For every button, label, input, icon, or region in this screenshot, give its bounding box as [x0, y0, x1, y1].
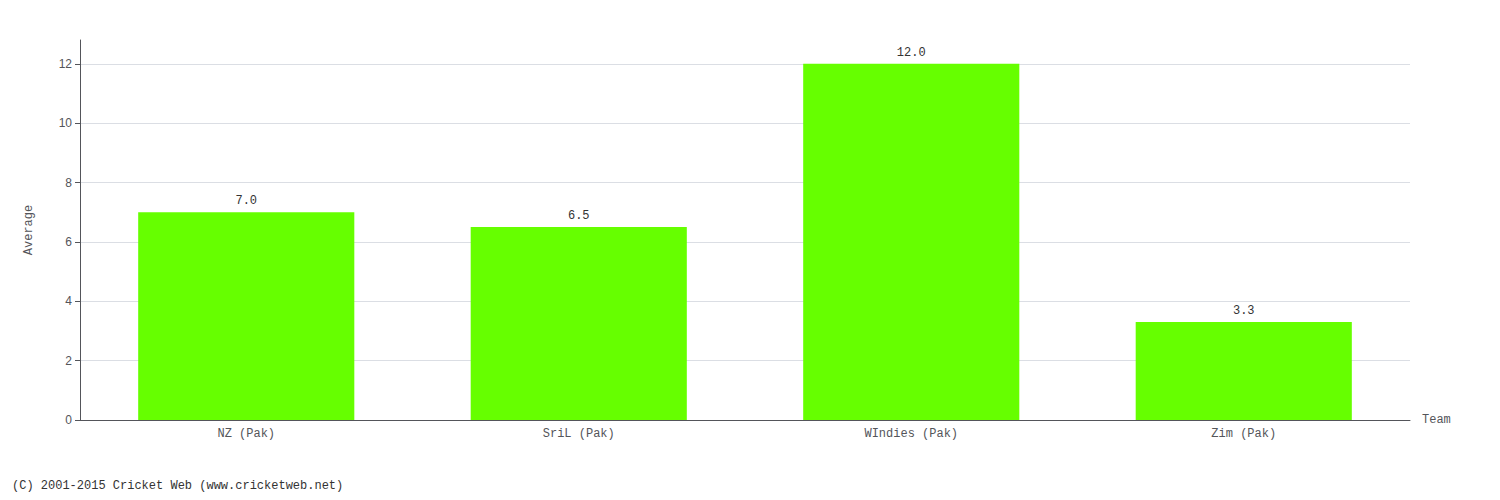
svg-text:12.0: 12.0 — [897, 46, 926, 60]
svg-text:Zim (Pak): Zim (Pak) — [1211, 427, 1276, 441]
svg-text:SriL (Pak): SriL (Pak) — [543, 427, 615, 441]
svg-text:12: 12 — [59, 57, 73, 71]
svg-text:7.0: 7.0 — [235, 194, 257, 208]
svg-text:3.3: 3.3 — [1233, 304, 1255, 318]
svg-text:0: 0 — [65, 413, 72, 427]
svg-text:6.5: 6.5 — [568, 209, 590, 223]
svg-text:WIndies (Pak): WIndies (Pak) — [864, 427, 958, 441]
svg-text:4: 4 — [65, 294, 72, 308]
svg-text:(C) 2001-2015 Cricket Web (www: (C) 2001-2015 Cricket Web (www.cricketwe… — [12, 479, 343, 493]
svg-text:6: 6 — [65, 235, 72, 249]
svg-text:10: 10 — [59, 116, 73, 130]
svg-text:8: 8 — [65, 176, 72, 190]
svg-text:2: 2 — [65, 354, 72, 368]
svg-text:NZ (Pak): NZ (Pak) — [217, 427, 275, 441]
svg-text:Average: Average — [22, 205, 36, 255]
svg-text:Team: Team — [1422, 413, 1451, 427]
